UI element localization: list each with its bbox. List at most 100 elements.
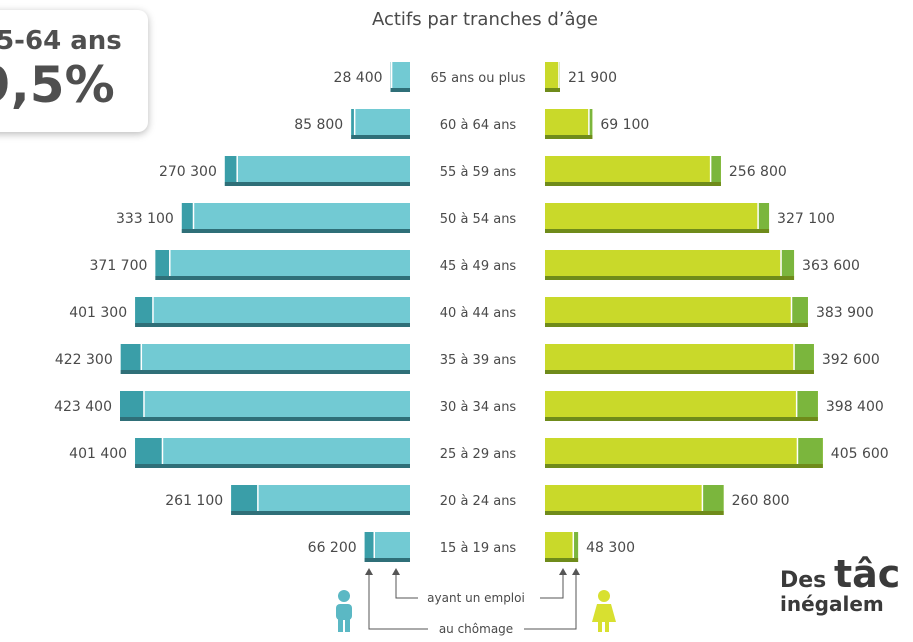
female-unemployed-bar (791, 297, 808, 327)
female-employed-bar (545, 297, 808, 327)
female-employed-bar (545, 109, 593, 139)
male-value-label: 423 400 (54, 399, 112, 415)
male-unemployed-bar (181, 203, 194, 233)
male-unemployed-bar (120, 344, 142, 374)
stat-card: 25-64 ans 9,5% (0, 10, 148, 132)
chart-title: Actifs par tranches d’âge (372, 9, 598, 30)
female-unemployed-bar (573, 532, 579, 562)
female-unemployed-bar (758, 203, 770, 233)
female-unemployed-bar (781, 250, 795, 280)
male-unemployed-connector (368, 574, 428, 630)
female-unemployed-bar (710, 156, 721, 186)
female-unemployed-bar (796, 391, 818, 421)
female-value-label: 69 100 (600, 117, 649, 133)
legend-unemployed-label: au chômage (439, 622, 513, 636)
male-unemployed-bar (155, 250, 170, 280)
male-bar-base (224, 182, 410, 186)
male-employed-connector (395, 574, 418, 599)
female-employed-bar (545, 62, 560, 92)
male-bar-base (181, 229, 410, 233)
age-group-label: 45 à 49 ans (440, 259, 517, 274)
male-bar-base (390, 88, 410, 92)
female-employed-bar (545, 391, 818, 421)
male-bar-base (231, 511, 410, 515)
headline-prefix: Des (780, 568, 827, 593)
male-value-label: 270 300 (159, 164, 217, 180)
man-icon (336, 590, 352, 632)
female-value-label: 383 900 (816, 305, 874, 321)
female-bar-base (545, 323, 808, 327)
female-value-label: 405 600 (831, 446, 889, 462)
female-bar-base (545, 511, 724, 515)
male-bar-base (135, 464, 411, 468)
female-employed-bar (545, 156, 721, 186)
age-group-label: 30 à 34 ans (440, 400, 517, 415)
male-value-label: 66 200 (308, 540, 357, 556)
male-bar-base (155, 276, 410, 280)
female-bar-base (545, 464, 823, 468)
male-employed-arrow (392, 568, 400, 575)
male-value-label: 85 800 (294, 117, 343, 133)
male-value-label: 401 300 (69, 305, 127, 321)
female-unemployed-bar (588, 109, 593, 139)
male-unemployed-bar (351, 109, 355, 139)
female-unemployed-arrow (572, 568, 580, 575)
male-employed-bar (390, 62, 410, 92)
female-value-label: 363 600 (802, 258, 860, 274)
male-employed-bar (351, 109, 410, 139)
male-value-label: 401 400 (69, 446, 127, 462)
male-employed-bar (224, 156, 410, 186)
male-bar-base (135, 323, 410, 327)
male-unemployed-arrow (365, 568, 373, 575)
male-employed-bar (120, 391, 410, 421)
female-bar-base (545, 88, 560, 92)
female-value-label: 398 400 (826, 399, 884, 415)
male-unemployed-bar (135, 297, 153, 327)
female-unemployed-bar (702, 485, 724, 515)
age-group-label: 15 à 19 ans (440, 541, 517, 556)
female-bar-base (545, 370, 814, 374)
male-bar-base (120, 370, 411, 374)
age-group-label: 50 à 54 ans (440, 212, 517, 227)
legend-employed-label: ayant un emploi (427, 591, 525, 605)
female-value-label: 260 800 (732, 493, 790, 509)
male-employed-bar (181, 203, 410, 233)
female-bar-base (545, 182, 721, 186)
age-group-label: 65 ans ou plus (431, 71, 526, 86)
male-bar-base (364, 558, 410, 562)
female-employed-arrow (559, 568, 567, 575)
male-unemployed-bar (224, 156, 238, 186)
male-unemployed-bar (135, 438, 163, 468)
headline-big: tâc (833, 552, 901, 596)
female-unemployed-bar (794, 344, 814, 374)
female-value-label: 21 900 (568, 70, 617, 86)
male-employed-bar (155, 250, 410, 280)
female-unemployed-bar (797, 438, 823, 468)
age-group-label: 25 à 29 ans (440, 447, 517, 462)
female-bar-base (545, 417, 818, 421)
age-group-label: 55 à 59 ans (440, 165, 517, 180)
male-employed-bar (120, 344, 411, 374)
male-unemployed-bar (231, 485, 258, 515)
female-employed-bar (545, 438, 823, 468)
male-bar-base (351, 135, 410, 139)
age-group-label: 20 à 24 ans (440, 494, 517, 509)
age-group-label: 40 à 44 ans (440, 306, 517, 321)
female-employed-bar (545, 344, 814, 374)
female-employed-bar (545, 250, 795, 280)
female-value-label: 256 800 (729, 164, 787, 180)
female-employed-bar (545, 203, 770, 233)
headline-line2: inégalem (780, 592, 884, 616)
female-bar-base (545, 276, 795, 280)
male-value-label: 422 300 (55, 352, 113, 368)
legend-connectors (365, 568, 580, 630)
male-employed-bar (135, 438, 411, 468)
female-value-label: 392 600 (822, 352, 880, 368)
male-value-label: 28 400 (334, 70, 383, 86)
male-unemployed-bar (364, 532, 375, 562)
female-bar-base (545, 558, 579, 562)
male-unemployed-bar (120, 391, 144, 421)
female-value-label: 48 300 (586, 540, 635, 556)
male-bar-base (120, 417, 410, 421)
female-bar-base (545, 229, 770, 233)
